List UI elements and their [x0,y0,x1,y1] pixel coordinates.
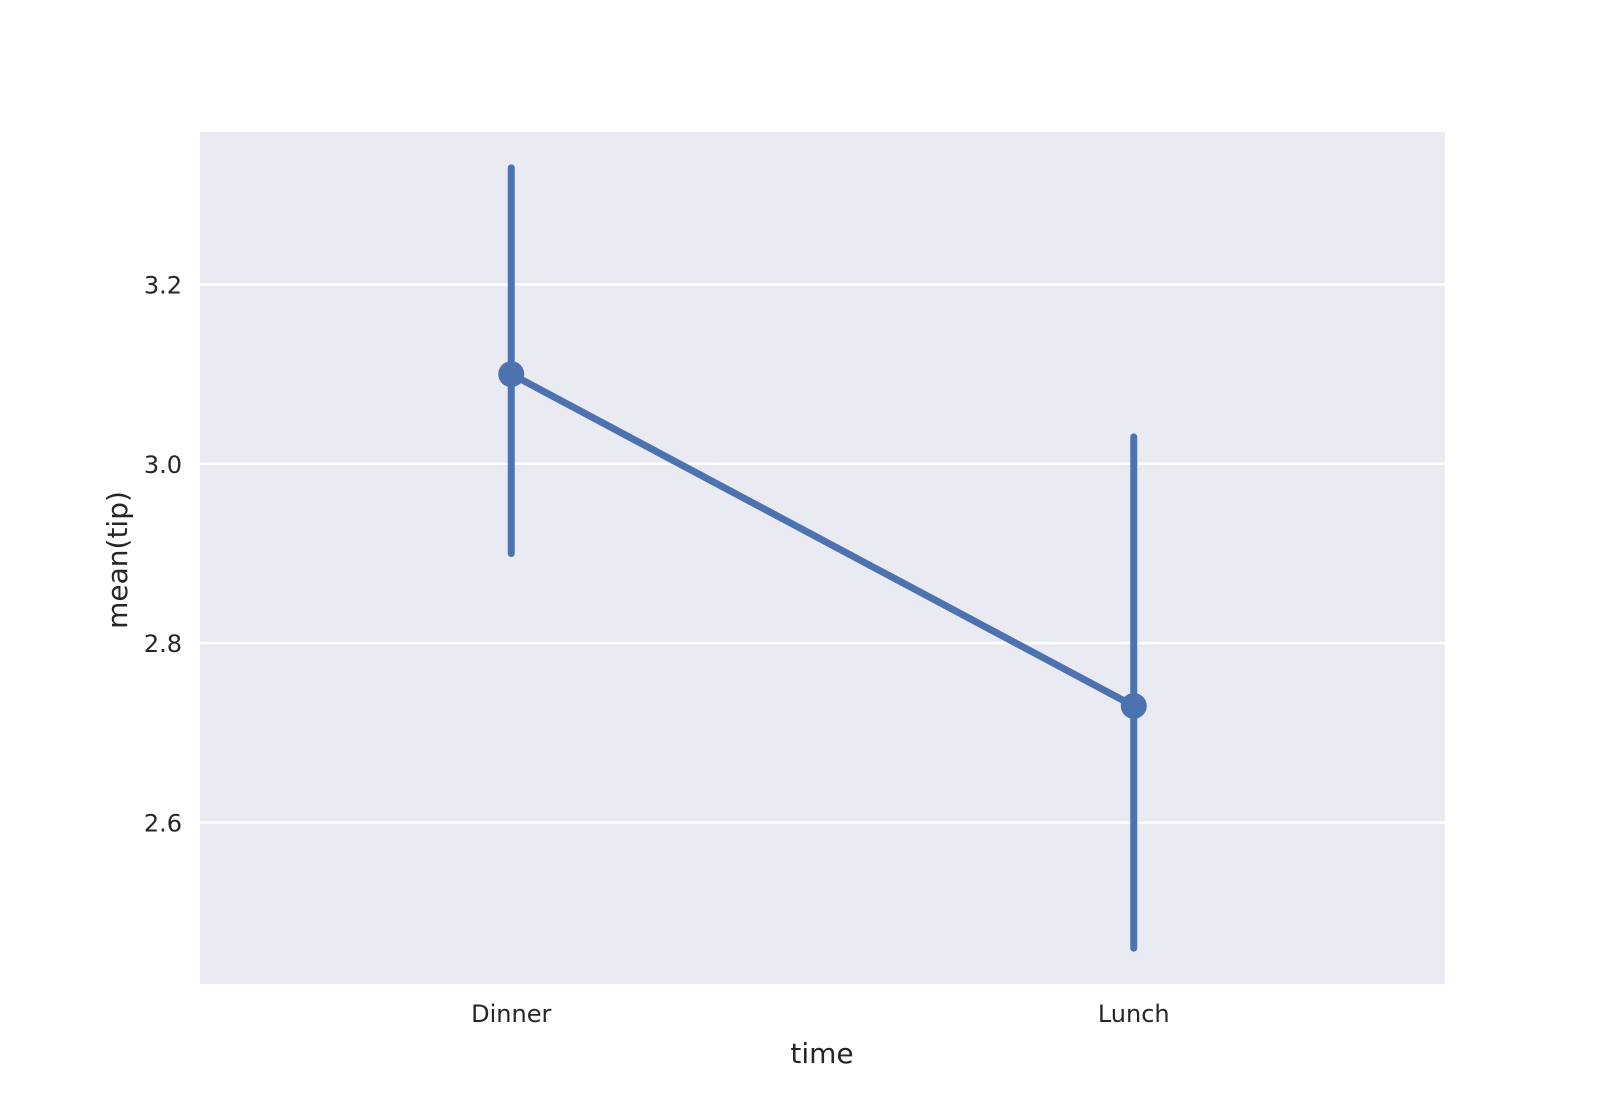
y-tick-label: 2.6 [144,810,182,838]
x-tick-label: Lunch [1098,1000,1170,1028]
y-tick-label: 2.8 [144,630,182,658]
y-axis-label: mean(tip) [101,491,134,629]
series-marks [498,164,1147,952]
x-tick-label: Dinner [471,1000,551,1028]
x-axis-label: time [790,1037,853,1070]
gridlines [200,283,1445,824]
series-line [507,370,1138,710]
y-tick-labels: 2.6 2.8 3.0 3.2 [144,271,182,837]
data-point [1120,692,1147,719]
data-point [498,361,525,388]
plot-background [200,132,1445,984]
y-tick-label: 3.0 [144,451,182,479]
x-tick-labels: Dinner Lunch [471,1000,1169,1028]
y-tick-label: 3.2 [144,271,182,299]
